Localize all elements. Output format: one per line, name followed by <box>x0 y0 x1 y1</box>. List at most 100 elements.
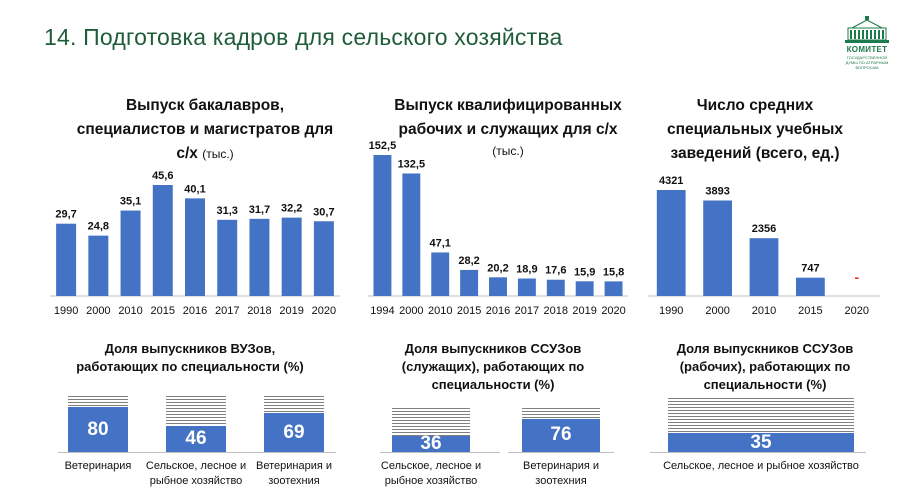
chart1-bar <box>56 223 77 296</box>
share-value: 80 <box>87 418 109 440</box>
chart1-bar <box>152 185 173 296</box>
chart3-data-label: 2356 <box>752 223 776 235</box>
category-label-line1: Сельское, лесное и <box>145 460 247 472</box>
chart2-tick-label: 1994 <box>370 305 394 317</box>
chart3-title-line2: специальных учебных <box>666 121 843 138</box>
chart3-bar <box>656 190 686 296</box>
chart1-title-line3: с/х <box>176 145 198 162</box>
chart2-data-label: 20,2 <box>487 262 508 274</box>
chart3-data-label: 4321 <box>659 175 683 187</box>
share2-box: 36 <box>392 408 470 455</box>
chart1-data-label: 24,8 <box>88 221 109 233</box>
share1-category-label: Ветеринария и зоотехния <box>234 459 354 489</box>
chart1-data-label: 40,1 <box>184 183 205 195</box>
chart2-data-label: 132,5 <box>398 158 426 170</box>
share-value: 69 <box>283 421 305 443</box>
slide-title: 14. Подготовка кадров для сельского хозя… <box>44 24 563 50</box>
share3-box: 35 <box>668 398 854 453</box>
share3-title-line3: специальности (%) <box>703 377 827 392</box>
share1-title-line2: работающих по специальности (%) <box>76 359 304 374</box>
share-fill-bar: 80 <box>68 407 128 452</box>
chart1-data-label: 30,7 <box>313 206 334 218</box>
category-label-line1: Ветеринария и зоотехния <box>523 460 599 487</box>
share2-title-line3: специальности (%) <box>431 377 555 392</box>
chart1-tick-label: 2019 <box>279 305 303 317</box>
chart1-tick-label: 2020 <box>312 305 336 317</box>
chart1-tick-label: 2016 <box>183 305 207 317</box>
chart3-tick-label: 1990 <box>659 305 683 317</box>
share-fill-bar: 46 <box>166 426 226 452</box>
chart3-data-label: 747 <box>801 263 819 275</box>
chart1-bar <box>217 219 238 296</box>
category-label-line1: Ветеринария и <box>256 460 332 472</box>
logo-text: КОМИТЕТ <box>846 45 888 54</box>
chart3-tick-label: 2015 <box>798 305 822 317</box>
share3-baseline <box>650 452 866 453</box>
chart1-title: Выпуск бакалавров, специалистов и магист… <box>55 94 355 166</box>
chart3-title-line1: Число средних <box>696 97 814 114</box>
chart3-data-label: 3893 <box>705 185 729 197</box>
chart2-title-line2: рабочих и служащих для с/х <box>398 121 618 138</box>
chart2-unit: (тыс.) <box>492 144 524 158</box>
chart2-tick-label: 2019 <box>572 305 596 317</box>
share3-title-line2: (рабочих), работающих по <box>679 359 851 374</box>
category-label-line2: рыбное хозяйство <box>384 475 478 487</box>
chart2-data-label: 47,1 <box>430 237 451 249</box>
share1-box: 80 <box>68 396 128 452</box>
chart2-title-line1: Выпуск квалифицированных <box>394 97 622 114</box>
logo-subtext: ГОСУДАРСТВЕННОЙ ДУМЫ ПО АГРАРНЫМ ВОПРОСА… <box>845 55 889 70</box>
chart3-bar <box>703 200 732 296</box>
chart2-tick-label: 2017 <box>515 305 539 317</box>
chart1-bar <box>185 198 205 296</box>
share-value: 46 <box>185 428 207 450</box>
chart2-bar <box>489 277 507 296</box>
chart2-bar <box>517 278 536 296</box>
share-value: 35 <box>750 431 772 453</box>
chart2-title: Выпуск квалифицированных рабочих и служа… <box>358 94 658 142</box>
share2-box: 76 <box>522 408 600 452</box>
share3-title: Доля выпускников ССУЗов (рабочих), работ… <box>640 340 890 394</box>
share-value: 36 <box>420 433 442 455</box>
category-label-line1: Сельское, лесное и <box>380 460 482 472</box>
share-fill-bar: 76 <box>522 418 600 452</box>
chart2-data-label: 15,9 <box>574 266 595 278</box>
chart1-data-label: 29,7 <box>55 209 76 221</box>
chart3-title: Число средних специальных учебных заведе… <box>625 94 885 166</box>
chart2-tick-label: 2016 <box>486 305 510 317</box>
chart2-bar <box>575 281 594 296</box>
chart1-bar <box>281 217 302 296</box>
chart1-title-line2: специалистов и магистратов для <box>76 121 334 138</box>
chart2-bar <box>431 252 450 296</box>
share1-category-label: Сельское, лесное и рыбное хозяйство <box>136 459 256 489</box>
chart1-data-label: 31,7 <box>249 204 270 216</box>
chart1-tick-label: 2015 <box>151 305 175 317</box>
chart2-tick-label: 2020 <box>601 305 625 317</box>
category-label-line1: Ветеринария <box>64 460 132 472</box>
chart2-bar <box>604 281 623 296</box>
category-label-line1: Сельское, лесное и рыбное хозяйство <box>663 460 859 472</box>
share2-category-label: Сельское, лесное и рыбное хозяйство <box>371 459 491 489</box>
chart1-data-label: 35,1 <box>120 196 141 208</box>
chart1-tick-label: 1990 <box>54 305 78 317</box>
share-fill-bar: 35 <box>668 431 854 453</box>
share2-title-line1: Доля выпускников ССУЗов <box>404 341 582 356</box>
share-value: 76 <box>550 424 572 446</box>
category-label-line2: зоотехния <box>268 475 320 487</box>
chart2-tick-label: 2015 <box>457 305 481 317</box>
chart1-unit: (тыс.) <box>202 147 234 161</box>
chart2-bar <box>546 279 565 296</box>
chart1-bar <box>88 235 109 296</box>
share2-baseline <box>508 452 614 453</box>
chart1-tick-label: 2017 <box>215 305 239 317</box>
chart3-data-label: - <box>854 269 859 285</box>
chart1-bar <box>120 210 141 296</box>
chart1-bar <box>249 218 270 296</box>
chart3-tick-label: 2020 <box>845 305 869 317</box>
chart1-tick-label: 2010 <box>118 305 142 317</box>
duma-building-logo-icon <box>845 16 889 43</box>
chart2-bar <box>460 269 479 296</box>
share2-category-label: Ветеринария и зоотехния <box>501 459 621 489</box>
chart1-data-label: 31,3 <box>217 205 238 217</box>
chart2-tick-label: 2000 <box>399 305 423 317</box>
